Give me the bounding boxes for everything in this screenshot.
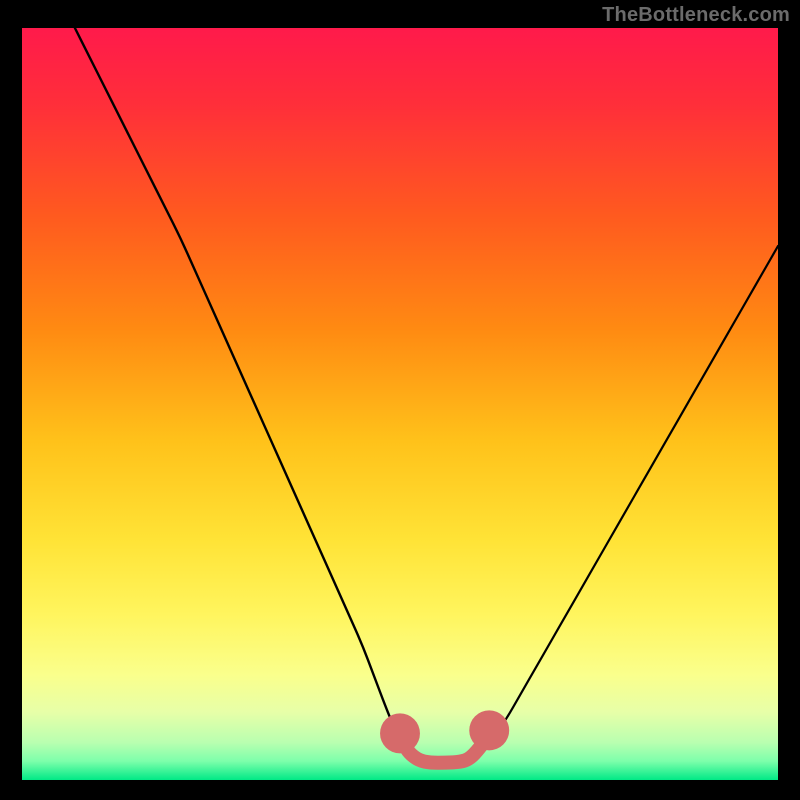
valley-band-dab-0 [380, 713, 420, 753]
gradient-background [22, 28, 778, 780]
watermark-text: TheBottleneck.com [602, 4, 790, 27]
valley-band-dab-1 [469, 710, 509, 750]
chart-svg [0, 0, 800, 800]
chart-frame: TheBottleneck.com [0, 0, 800, 800]
